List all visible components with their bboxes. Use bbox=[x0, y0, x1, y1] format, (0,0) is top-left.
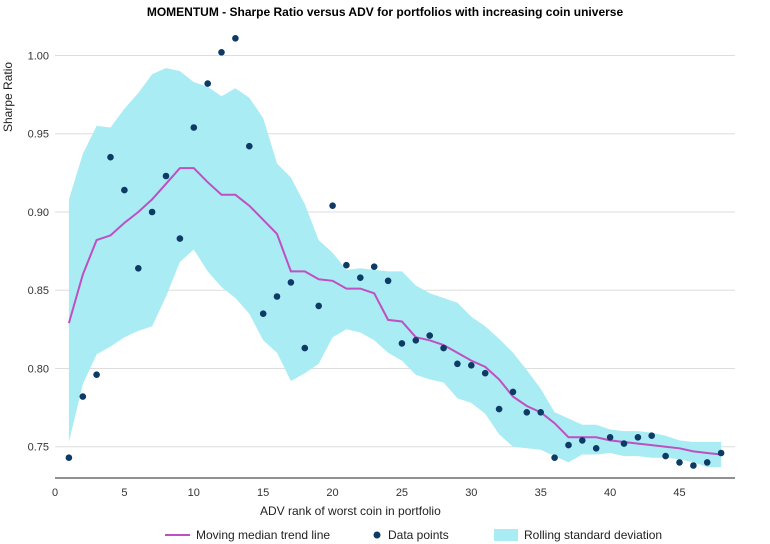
std-band bbox=[68, 68, 722, 467]
data-point bbox=[204, 80, 211, 87]
y-tick-label: 0.90 bbox=[28, 207, 49, 219]
data-point bbox=[523, 409, 531, 416]
data-point bbox=[259, 310, 267, 318]
data-point bbox=[65, 454, 73, 462]
data-point bbox=[592, 445, 600, 452]
data-point bbox=[703, 459, 711, 466]
data-point bbox=[79, 393, 87, 400]
data-point bbox=[357, 274, 364, 282]
legend-points-label: Data points bbox=[388, 528, 449, 542]
data-point bbox=[370, 263, 378, 271]
data-point bbox=[190, 124, 198, 131]
data-point bbox=[176, 235, 184, 242]
data-point bbox=[135, 265, 142, 272]
data-point bbox=[426, 332, 434, 339]
data-point bbox=[287, 279, 295, 286]
x-tick-label: 35 bbox=[535, 487, 547, 499]
x-tick-label: 15 bbox=[257, 487, 269, 499]
x-tick-label: 20 bbox=[326, 487, 338, 499]
data-point bbox=[509, 388, 517, 396]
legend-band-swatch bbox=[494, 529, 518, 541]
data-point bbox=[398, 340, 406, 347]
data-point bbox=[412, 337, 420, 344]
data-point bbox=[676, 459, 683, 466]
x-tick-labels: 0 5 10 15 20 25 30 35 40 45 bbox=[52, 487, 686, 499]
data-point bbox=[537, 409, 544, 416]
data-points-layer bbox=[65, 35, 725, 469]
data-point bbox=[315, 302, 323, 310]
y-tick-label: 0.85 bbox=[28, 285, 49, 297]
y-tick-label: 0.80 bbox=[28, 363, 49, 375]
legend: Moving median trend line Data points Rol… bbox=[165, 528, 662, 542]
data-point bbox=[662, 452, 669, 460]
data-point bbox=[273, 293, 281, 300]
data-point bbox=[579, 437, 586, 444]
data-point bbox=[329, 202, 336, 209]
x-tick-label: 45 bbox=[673, 487, 685, 499]
data-point bbox=[162, 172, 170, 180]
std-band-layer bbox=[68, 68, 722, 467]
data-point bbox=[148, 208, 156, 216]
x-axis-label: ADV rank of worst coin in portfolio bbox=[260, 504, 441, 518]
trend-line-layer bbox=[67, 167, 722, 456]
data-point bbox=[495, 405, 503, 413]
data-point bbox=[440, 344, 447, 352]
y-tick-label: 1.00 bbox=[28, 50, 49, 62]
chart-title: MOMENTUM - Sharpe Ratio versus ADV for p… bbox=[147, 5, 624, 19]
y-axis-label: Sharpe Ratio bbox=[1, 62, 15, 132]
data-point bbox=[648, 432, 655, 440]
data-point bbox=[246, 142, 253, 150]
data-point bbox=[565, 441, 572, 449]
data-point bbox=[620, 440, 628, 447]
legend-band-label: Rolling standard deviation bbox=[524, 528, 662, 542]
y-tick-label: 0.75 bbox=[28, 442, 49, 454]
data-point bbox=[551, 454, 558, 462]
data-point bbox=[301, 344, 309, 352]
data-point bbox=[468, 362, 475, 369]
y-tick-labels: 0.75 0.80 0.85 0.90 0.95 1.00 bbox=[28, 50, 49, 453]
x-tick-label: 0 bbox=[52, 487, 58, 499]
data-point bbox=[690, 462, 697, 469]
data-point bbox=[232, 35, 239, 42]
data-point bbox=[218, 49, 225, 56]
data-point bbox=[107, 153, 114, 161]
x-tick-label: 25 bbox=[396, 487, 408, 499]
data-point bbox=[93, 371, 100, 379]
data-point bbox=[481, 369, 489, 377]
x-tick-label: 40 bbox=[604, 487, 616, 499]
data-point bbox=[717, 449, 725, 457]
x-tick-label: 5 bbox=[121, 487, 127, 499]
data-point bbox=[634, 434, 642, 441]
y-tick-label: 0.95 bbox=[28, 129, 49, 141]
data-point bbox=[454, 360, 461, 368]
x-tick-label: 30 bbox=[465, 487, 477, 499]
legend-points-swatch bbox=[373, 531, 381, 539]
legend-trend-label: Moving median trend line bbox=[196, 528, 330, 542]
x-tick-label: 10 bbox=[188, 487, 200, 499]
data-point bbox=[121, 186, 128, 194]
data-point bbox=[606, 434, 614, 441]
data-point bbox=[343, 261, 350, 269]
trend-line bbox=[67, 167, 722, 456]
data-point bbox=[384, 277, 392, 285]
